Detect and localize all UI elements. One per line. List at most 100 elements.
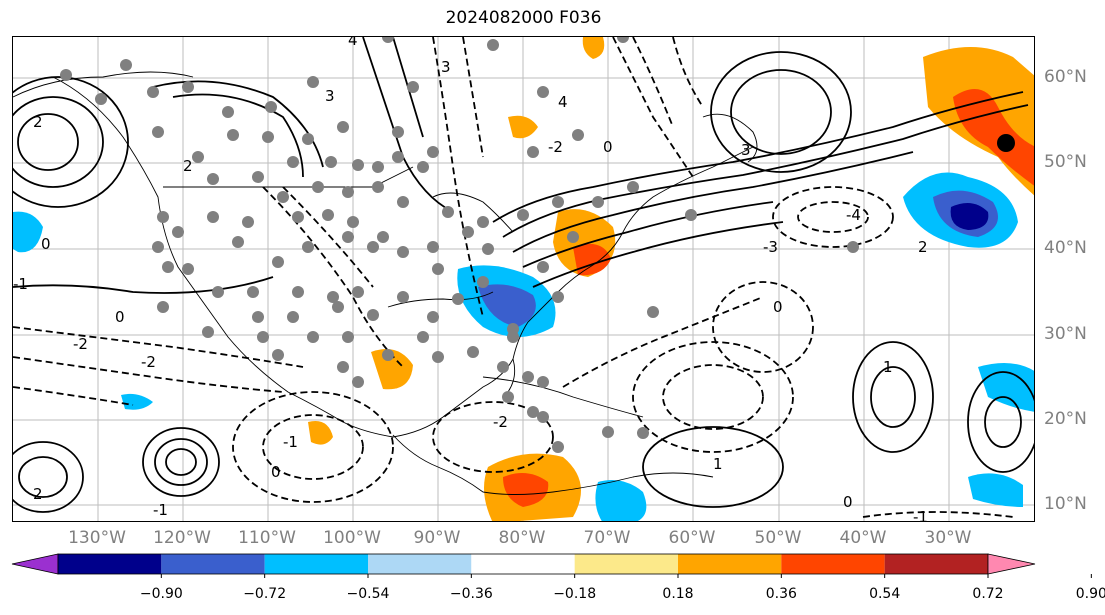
station-dot (477, 216, 489, 228)
station-dot (207, 211, 219, 223)
station-dot (152, 241, 164, 253)
station-dot (382, 37, 394, 43)
station-dot (377, 231, 389, 243)
map-plot: 4 4 -4 3 3 3 -3 2 2 2 2 -2 -2 -2 -2 1 1 … (13, 37, 1034, 522)
station-dot (382, 349, 394, 361)
station-dot (537, 376, 549, 388)
colorbar-cell (368, 554, 472, 574)
contour-label: 4 (558, 93, 568, 111)
lon-label: 120°W (153, 528, 211, 548)
station-dot (427, 146, 439, 158)
station-dot (537, 411, 549, 423)
hot-region-ne-atlantic (953, 89, 1034, 186)
station-dot (147, 86, 159, 98)
station-dot (537, 86, 549, 98)
station-dot (467, 346, 479, 358)
station-dot (392, 151, 404, 163)
station-dot (482, 243, 494, 255)
contour-label: -1 (913, 508, 928, 522)
station-dot (397, 291, 409, 303)
station-dot (302, 241, 314, 253)
station-dot (527, 146, 539, 158)
contour-label: 2 (33, 485, 43, 503)
station-dot (325, 156, 337, 168)
colorbar (11, 553, 1092, 578)
station-dot (602, 426, 614, 438)
station-dot (407, 81, 419, 93)
colorbar-tick-label: 0.36 (765, 586, 797, 602)
colorbar-cell (884, 554, 988, 574)
contour-label: 2 (33, 113, 43, 131)
contour-label: 0 (271, 463, 281, 481)
station-dot (287, 311, 299, 323)
colorbar-tick-label: 0.90 (1075, 586, 1105, 602)
station-dot (522, 371, 534, 383)
contour-label: -2 (73, 335, 88, 353)
colorbar-extend-low (11, 553, 59, 575)
cold-region-pacific-west (13, 211, 43, 253)
colorbar-tick-label: 0.54 (869, 586, 901, 602)
station-dot (252, 171, 264, 183)
station-dot (552, 291, 564, 303)
station-dot (367, 309, 379, 321)
contour-label: -2 (141, 353, 156, 371)
colorbar-tick-label: −0.54 (346, 586, 390, 602)
very-cold-region-southeast-us (478, 284, 536, 327)
core-cold-region-central-atlantic (950, 203, 989, 230)
colorbar-tick-label: 0.18 (662, 586, 694, 602)
contour-label: 0 (115, 308, 125, 326)
colorbar-extend-high (987, 553, 1036, 575)
lon-label: 110°W (238, 528, 296, 548)
station-dot (517, 209, 529, 221)
colorbar-cell (264, 554, 368, 574)
colorbar-tick-label: 0.72 (972, 586, 1004, 602)
station-dot (427, 311, 439, 323)
lat-label: 10°N (1044, 494, 1087, 514)
station-dot (572, 129, 584, 141)
colorbar-tick-label: −0.36 (449, 586, 493, 602)
station-dot (257, 331, 269, 343)
station-dot (232, 236, 244, 248)
station-dot (417, 161, 429, 173)
station-dot (352, 286, 364, 298)
contour-label: 1 (883, 358, 893, 376)
station-dot (120, 59, 132, 71)
station-dot (552, 441, 564, 453)
station-dot (487, 39, 499, 51)
colorbar-cell (471, 554, 575, 574)
station-dot (172, 226, 184, 238)
lon-label: 100°W (323, 528, 381, 548)
station-dot (272, 256, 284, 268)
contour-label: -1 (153, 501, 168, 519)
station-dot (397, 196, 409, 208)
station-dot (247, 286, 259, 298)
contour-label: 1 (713, 455, 723, 473)
contour-label: 3 (741, 141, 751, 159)
station-dot (182, 81, 194, 93)
station-dot (262, 131, 274, 143)
station-dot (327, 291, 339, 303)
station-dot (207, 173, 219, 185)
station-dot (647, 306, 659, 318)
station-dot (537, 261, 549, 273)
contour-label: 0 (603, 138, 613, 156)
colorbar-cell (161, 554, 265, 574)
station-dot (442, 206, 454, 218)
station-dot (417, 331, 429, 343)
hot-region-colombia (503, 473, 549, 507)
cold-region-east-atlantic (978, 363, 1034, 412)
station-dot (277, 191, 289, 203)
station-dot (617, 37, 629, 43)
station-dot (252, 311, 264, 323)
contour-label: -3 (763, 238, 778, 256)
station-dot (452, 293, 464, 305)
lat-label: 20°N (1044, 409, 1087, 429)
contour-label: 0 (843, 493, 853, 511)
station-dot (312, 181, 324, 193)
lon-label: 30°W (924, 528, 972, 548)
warm-region-gulf-mexico (371, 348, 413, 390)
lon-label: 90°W (413, 528, 461, 548)
station-dot (337, 361, 349, 373)
station-dot (342, 186, 354, 198)
lat-label: 60°N (1044, 67, 1087, 87)
